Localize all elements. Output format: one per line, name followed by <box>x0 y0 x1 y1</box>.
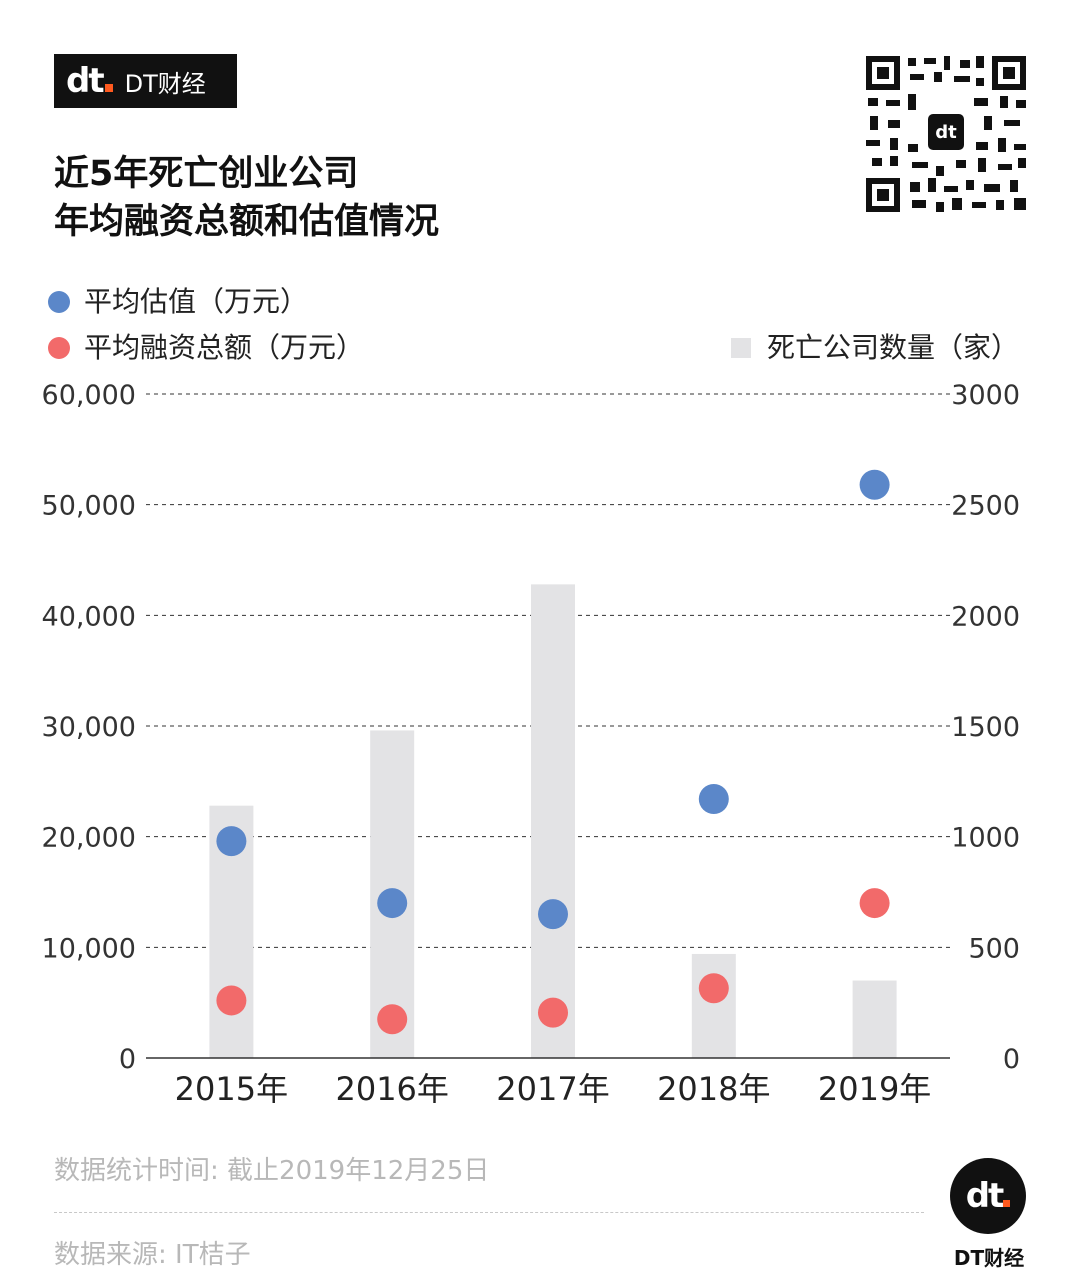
y-right-tick-label: 3000 <box>951 380 1020 411</box>
chart-title: 近5年死亡创业公司 年均融资总额和估值情况 <box>54 150 439 246</box>
legend-dead-companies: 死亡公司数量（家） <box>731 334 1019 362</box>
y-left-tick-label: 20,000 <box>42 823 136 854</box>
legend-valuation-marker <box>48 291 70 313</box>
y-left-tick-label: 40,000 <box>42 601 136 632</box>
legend-financing-marker <box>48 337 70 359</box>
valuation-point <box>538 899 568 930</box>
x-tick-label: 2019年 <box>818 1070 931 1108</box>
financing-point <box>377 1004 408 1035</box>
financing-point <box>216 985 247 1016</box>
legend-valuation-label: 平均估值（万元） <box>84 285 309 318</box>
x-tick-label: 2016年 <box>335 1070 448 1108</box>
y-right-tick-label: 2000 <box>951 601 1020 632</box>
valuation-point <box>216 826 247 857</box>
stat-time-note: 数据统计时间: 截止2019年12月25日 <box>54 1156 490 1186</box>
y-right-tick-label: 500 <box>968 933 1020 964</box>
bar <box>691 953 736 1058</box>
financing-point <box>859 888 890 919</box>
legend-dead-companies-label: 死亡公司数量（家） <box>767 331 1020 364</box>
y-right-tick-label: 0 <box>1003 1044 1020 1075</box>
y-left-tick-label: 60,000 <box>42 380 136 411</box>
title-line-2: 年均融资总额和估值情况 <box>54 202 440 242</box>
brand-tag: dt DT财经 <box>54 54 237 108</box>
title-line-1: 近5年死亡创业公司 <box>54 154 359 194</box>
y-right-tick-label: 2500 <box>951 491 1020 522</box>
valuation-point <box>859 469 890 500</box>
financing-point <box>538 997 568 1028</box>
dt-logo-circle-icon: dt <box>950 1158 1026 1234</box>
dt-logo-icon: dt <box>66 64 113 98</box>
x-tick-label: 2018年 <box>657 1070 770 1108</box>
chart-area: 0 0 10,000 500 20,000 1000 30,000 1500 40,000 200… <box>42 380 1020 1108</box>
y-left-tick-label: 30,000 <box>42 712 136 743</box>
legend-financing: 平均融资总额（万元） <box>48 334 364 362</box>
x-tick-label: 2015年 <box>175 1070 288 1108</box>
valuation-point <box>698 784 729 815</box>
footer-divider <box>54 1212 924 1213</box>
valuation-point <box>377 888 408 919</box>
legend-dead-companies-marker <box>731 338 751 358</box>
legend-valuation: 平均估值（万元） <box>48 288 308 316</box>
svg-text:dt: dt <box>935 122 957 143</box>
source-note: 数据来源: IT桔子 <box>54 1240 251 1270</box>
x-tick-label: 2017年 <box>496 1070 609 1108</box>
logo-caption: DT财经 <box>953 1246 1025 1270</box>
bar <box>531 584 575 1058</box>
y-left-tick-label: 0 <box>119 1044 136 1075</box>
bar <box>852 980 897 1058</box>
brand-name: DT财经 <box>124 69 206 98</box>
financing-point <box>698 973 729 1004</box>
y-right-tick-label: 1000 <box>951 823 1020 854</box>
legend-financing-label: 平均融资总额（万元） <box>84 331 365 364</box>
y-left-tick-label: 50,000 <box>42 491 136 522</box>
y-left-tick-label: 10,000 <box>42 933 136 964</box>
y-right-tick-label: 1500 <box>951 712 1020 743</box>
qr-code-icon[interactable]: dt <box>864 54 1028 214</box>
